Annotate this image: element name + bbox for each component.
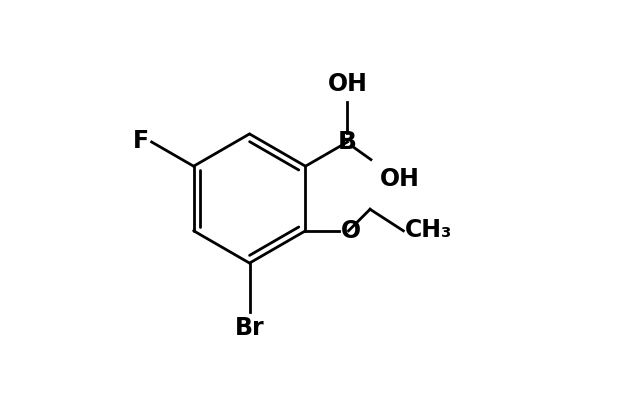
Text: Br: Br bbox=[235, 316, 264, 340]
Text: OH: OH bbox=[380, 168, 420, 191]
Text: CH₃: CH₃ bbox=[405, 218, 452, 242]
Text: O: O bbox=[340, 219, 361, 243]
Text: F: F bbox=[132, 129, 148, 153]
Text: B: B bbox=[338, 130, 357, 154]
Text: OH: OH bbox=[328, 72, 367, 96]
